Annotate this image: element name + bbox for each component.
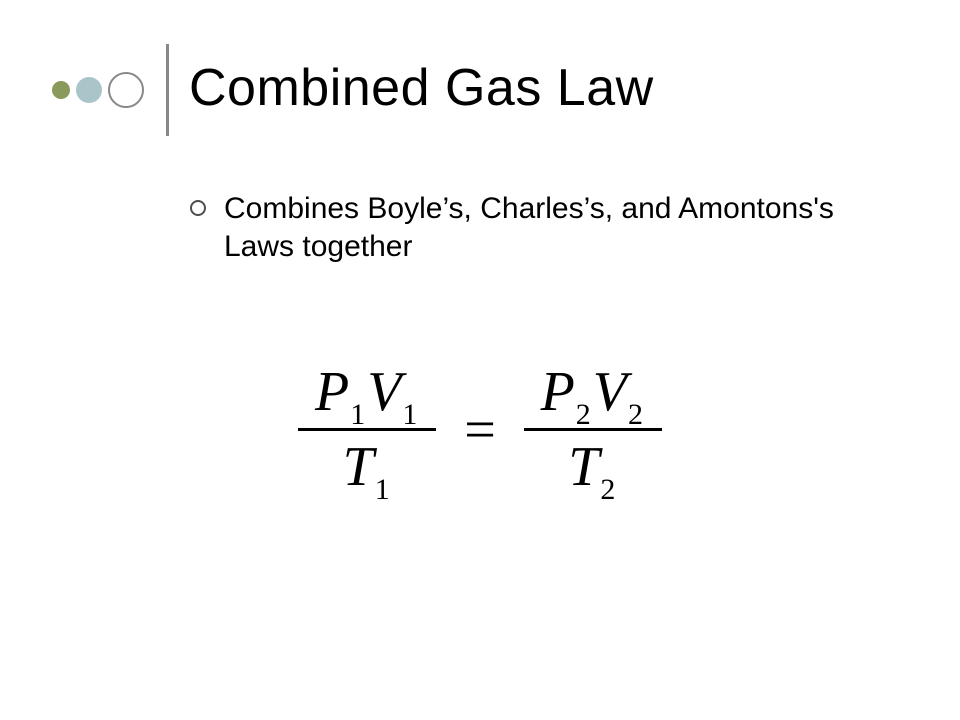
sym: V — [593, 361, 627, 423]
bullet-row: Combines Boyle’s, Charles’s, and Amonton… — [190, 190, 900, 265]
slide-header: Combined Gas Law — [0, 44, 960, 136]
equals-sign: = — [436, 402, 524, 458]
subscript: 2 — [600, 473, 615, 506]
subscript: 2 — [628, 398, 643, 431]
numerator-left: P1 V1 — [309, 360, 425, 424]
symbol-V2: V2 — [593, 364, 645, 420]
decorative-dots — [52, 72, 144, 108]
subscript: 1 — [350, 398, 365, 431]
fraction-right: P2 V2 T2 — [524, 360, 662, 499]
denominator-right: T2 — [562, 435, 623, 499]
fraction-left: P1 V1 T1 — [298, 360, 436, 499]
hollow-bullet-icon — [190, 200, 206, 216]
sym: T — [568, 436, 599, 498]
symbol-T2: T2 — [568, 439, 617, 495]
sym: V — [367, 361, 401, 423]
dot-medium-icon — [76, 77, 102, 103]
dot-small-icon — [52, 81, 70, 99]
slide-body: Combines Boyle’s, Charles’s, and Amonton… — [190, 190, 900, 265]
symbol-V1: V1 — [367, 364, 419, 420]
combined-gas-law-equation: P1 V1 T1 = P2 V2 T2 — [298, 360, 662, 499]
denominator-left: T1 — [337, 435, 398, 499]
formula-region: P1 V1 T1 = P2 V2 T2 — [0, 360, 960, 499]
subscript: 1 — [375, 473, 390, 506]
sym: T — [343, 436, 374, 498]
subscript: 1 — [402, 398, 417, 431]
sym: P — [315, 361, 349, 423]
symbol-P1: P1 — [315, 364, 367, 420]
subscript: 2 — [576, 398, 591, 431]
bullet-text: Combines Boyle’s, Charles’s, and Amonton… — [224, 190, 900, 265]
symbol-P2: P2 — [541, 364, 593, 420]
slide: Combined Gas Law Combines Boyle’s, Charl… — [0, 0, 960, 720]
numerator-right: P2 V2 — [535, 360, 651, 424]
vertical-divider-icon — [166, 44, 169, 136]
sym: P — [541, 361, 575, 423]
symbol-T1: T1 — [343, 439, 392, 495]
dot-large-icon — [108, 72, 144, 108]
slide-title: Combined Gas Law — [189, 58, 654, 118]
